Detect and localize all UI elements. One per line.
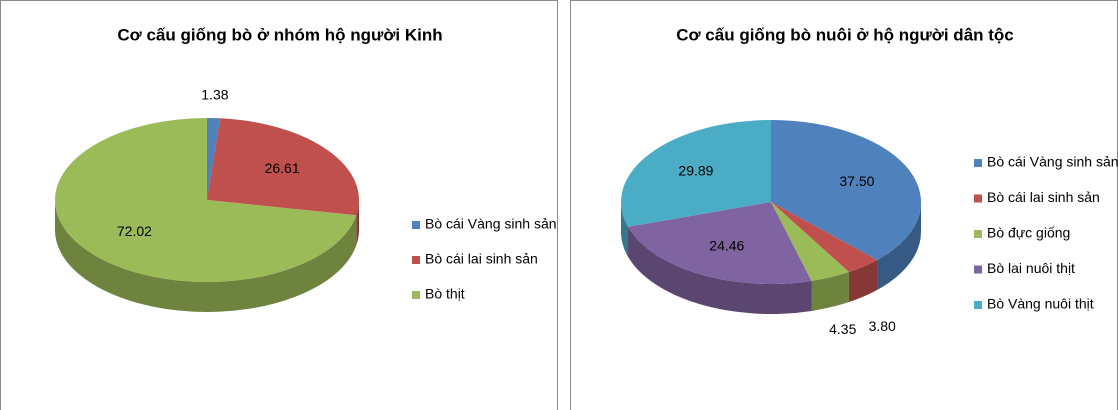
- pie-slice: [771, 202, 849, 281]
- data-label: 26.61: [265, 160, 300, 176]
- pie-side: [877, 202, 921, 290]
- chart-title: Cơ cấu giống bò ở nhóm hộ người Kinh: [117, 25, 442, 44]
- pie-side: [55, 200, 357, 312]
- legend-swatch: [412, 256, 420, 264]
- pie-slice: [771, 202, 878, 273]
- data-label: 72.02: [117, 223, 152, 239]
- legend-label: Bò đực giống: [987, 225, 1070, 241]
- pie-slice: [207, 118, 359, 216]
- legend-label: Bò lai nuôi thịt: [987, 260, 1075, 276]
- legend-swatch: [974, 159, 982, 167]
- legend-label: Bò cái lai sinh sản: [987, 189, 1100, 205]
- data-label: 1.38: [201, 86, 228, 102]
- pie-side: [811, 272, 849, 311]
- data-label: 3.80: [869, 318, 896, 334]
- legend-label: Bò cái Vàng sinh sản: [987, 154, 1118, 170]
- pie-slice: [55, 118, 357, 282]
- pie-side: [848, 259, 878, 303]
- legend-swatch: [974, 230, 982, 238]
- legend-label: Bò cái lai sinh sản: [425, 251, 538, 267]
- data-label: 37.50: [839, 173, 874, 189]
- legend-swatch: [412, 291, 420, 299]
- data-label: 29.89: [678, 163, 713, 179]
- legend-swatch: [412, 221, 420, 229]
- pie-side: [356, 200, 359, 246]
- chart-title: Cơ cấu giống bò nuôi ở hộ người dân tộc: [676, 25, 1014, 44]
- pie-slice: [207, 118, 221, 200]
- pie-slice: [628, 202, 812, 284]
- pie-slice: [771, 120, 921, 260]
- legend-label: Bò Vàng nuôi thịt: [987, 296, 1094, 312]
- legend-swatch: [974, 194, 982, 203]
- data-label: 4.35: [829, 321, 856, 337]
- legend-label: Bò cái Vàng sinh sản: [425, 216, 557, 232]
- pie-side: [628, 226, 812, 314]
- legend-swatch: [974, 265, 982, 274]
- pie-slice: [620, 120, 771, 227]
- pie-side: [621, 202, 629, 257]
- data-label: 24.46: [709, 237, 744, 253]
- legend-swatch: [974, 301, 982, 309]
- legend-label: Bò thịt: [425, 286, 465, 302]
